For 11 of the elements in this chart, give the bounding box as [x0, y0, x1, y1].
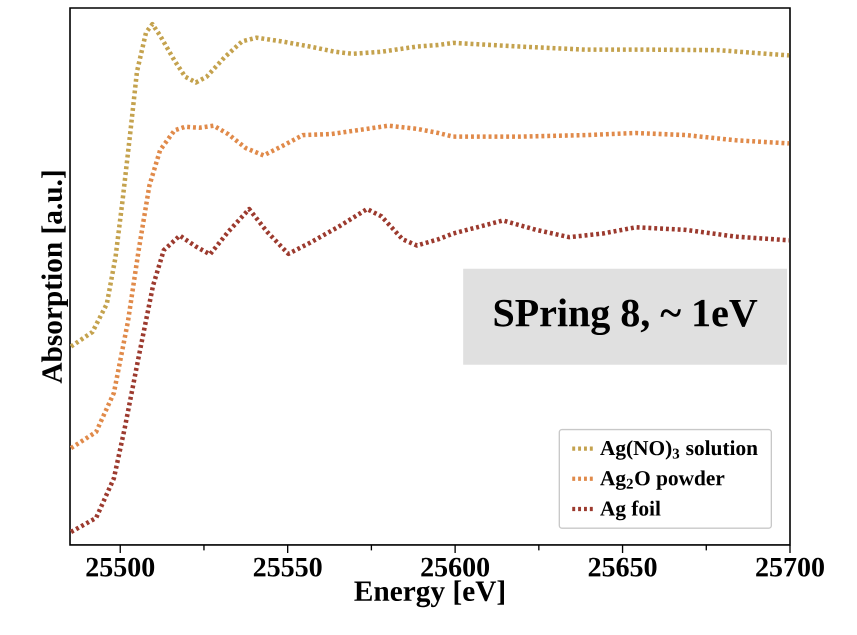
- x-tick-label: 25500: [86, 558, 154, 577]
- x-tick-label: 25600: [421, 558, 490, 577]
- x-axis-title: Energy [eV]: [354, 580, 504, 608]
- y-axis-title: Absorption [a.u.]: [41, 172, 68, 384]
- x-tick-label: 25650: [588, 558, 657, 577]
- x-tick-label: 25550: [254, 558, 322, 577]
- legend-label: Ag$_{2}$O powder: [600, 470, 724, 490]
- legend-label: Ag foil: [600, 500, 661, 520]
- annotation: SPring 8, ~ 1eV: [494, 298, 758, 336]
- x-tick-label: 25700: [756, 558, 824, 577]
- legend-label: Ag(NO)$_{3}$ solution: [600, 440, 758, 460]
